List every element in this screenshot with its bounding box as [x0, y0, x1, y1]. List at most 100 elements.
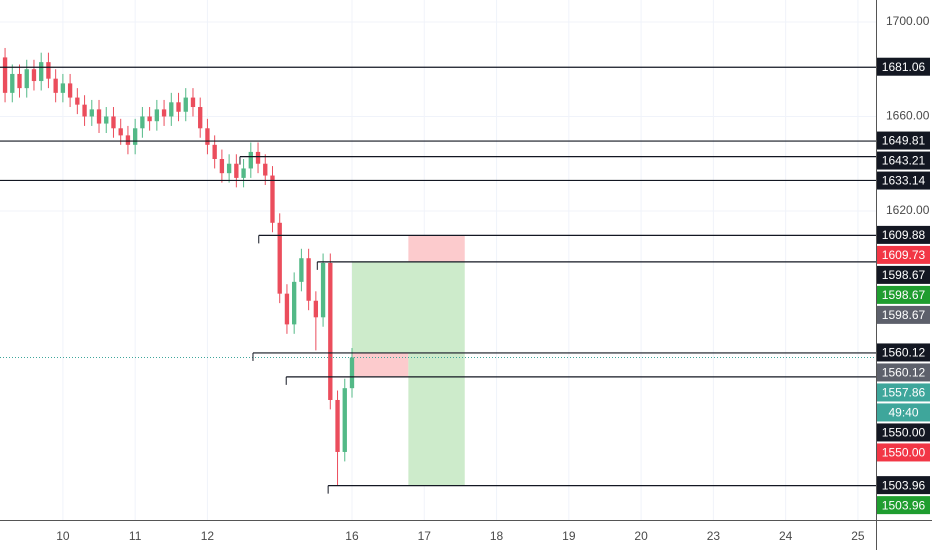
- candle-body: [89, 109, 94, 117]
- candle-body: [255, 151, 261, 164]
- candle-body: [292, 281, 297, 325]
- candle-body: [169, 102, 174, 117]
- price-label-bg: [877, 265, 930, 284]
- price-label-bg: [877, 403, 930, 422]
- price-label: 1503.96: [882, 478, 926, 492]
- candle-body: [226, 163, 232, 174]
- candle-body: [53, 78, 58, 93]
- candle-body: [39, 62, 44, 82]
- candle-body: [205, 128, 210, 145]
- candle-body: [277, 222, 282, 294]
- price-label: 1649.81: [882, 134, 926, 148]
- price-label-bg: [877, 305, 930, 324]
- candle-body: [67, 83, 73, 98]
- candle-body: [306, 258, 311, 301]
- price-label-bg: [877, 171, 930, 190]
- price-label: 1503.96: [882, 498, 926, 512]
- candle-body: [270, 175, 275, 223]
- price-label: 1681.06: [882, 60, 926, 74]
- candle-body: [161, 109, 167, 117]
- price-label-bg: [877, 383, 930, 402]
- candle-body: [2, 57, 8, 93]
- x-tick-label: 23: [707, 529, 721, 543]
- candle-body: [154, 109, 160, 122]
- price-label: 1633.14: [882, 174, 926, 188]
- price-label-bg: [877, 423, 930, 442]
- x-tick-label: 25: [851, 529, 865, 543]
- candle-body: [198, 107, 203, 129]
- x-tick-label: 19: [562, 529, 576, 543]
- price-label-bg: [877, 245, 930, 264]
- candle-body: [104, 116, 109, 124]
- candle-body: [82, 104, 87, 117]
- price-label-bg: [877, 496, 930, 515]
- price-label-bg: [877, 363, 930, 382]
- candle-body: [342, 388, 347, 452]
- price-label: 49:40: [888, 406, 918, 420]
- candle-body: [75, 97, 80, 105]
- candle-body: [212, 144, 217, 160]
- candle-body: [190, 97, 196, 108]
- price-label-bg: [877, 443, 930, 462]
- price-label: 1560.12: [882, 346, 926, 360]
- x-tick-label: 10: [56, 529, 70, 543]
- price-label: 1557.86: [882, 386, 926, 400]
- x-tick-label: 12: [201, 529, 215, 543]
- candle-body: [147, 116, 152, 122]
- x-tick-label: 20: [634, 529, 648, 543]
- candle-body: [284, 293, 290, 325]
- candle-body: [118, 128, 123, 136]
- candle-body: [17, 73, 22, 89]
- candle-body: [349, 357, 355, 389]
- x-tick-label: 16: [345, 529, 359, 543]
- candle-body: [320, 262, 326, 318]
- candle-body: [46, 62, 51, 79]
- candle-body: [31, 69, 37, 82]
- price-label-bg: [877, 225, 930, 244]
- candle-body: [132, 128, 138, 145]
- position-zone: [408, 235, 465, 262]
- price-label-bg: [877, 343, 930, 362]
- candle-body: [234, 163, 239, 178]
- price-label: 1550.00: [882, 426, 926, 440]
- candle-body: [313, 300, 319, 318]
- position-zone: [408, 352, 465, 486]
- position-zone: [351, 261, 465, 353]
- candle-body: [183, 97, 188, 112]
- x-tick-label: 11: [129, 529, 142, 543]
- price-label: 1550.00: [882, 446, 926, 460]
- price-label: 1560.12: [882, 366, 926, 380]
- y-tick-label: 1620.00: [886, 203, 930, 217]
- price-label: 1609.88: [882, 228, 926, 242]
- price-label-bg: [877, 57, 930, 76]
- candle-body: [60, 83, 66, 93]
- candle-body: [219, 159, 225, 174]
- candle-body: [328, 262, 333, 400]
- candle-body: [248, 151, 253, 169]
- candle-body: [24, 69, 29, 89]
- price-label-bg: [877, 131, 930, 150]
- candle-body: [140, 116, 145, 129]
- price-label: 1609.73: [882, 248, 926, 262]
- position-zone: [351, 352, 409, 377]
- price-label: 1598.67: [882, 288, 926, 302]
- x-tick-label: 24: [779, 529, 793, 543]
- candle-body: [176, 102, 181, 112]
- price-label: 1643.21: [882, 154, 926, 168]
- price-label: 1598.67: [882, 308, 926, 322]
- y-tick-label: 1700.00: [886, 14, 930, 28]
- candle-body: [241, 168, 246, 178]
- candle-body: [299, 258, 304, 282]
- candle-body: [263, 163, 268, 176]
- price-label-bg: [877, 285, 930, 304]
- candle-body: [335, 399, 340, 452]
- candle-body: [111, 116, 116, 129]
- y-tick-label: 1660.00: [886, 109, 930, 123]
- candle-body: [96, 109, 102, 124]
- candle-body: [125, 135, 131, 145]
- price-label-bg: [877, 151, 930, 170]
- price-label-bg: [877, 476, 930, 495]
- price-label: 1598.67: [882, 268, 926, 282]
